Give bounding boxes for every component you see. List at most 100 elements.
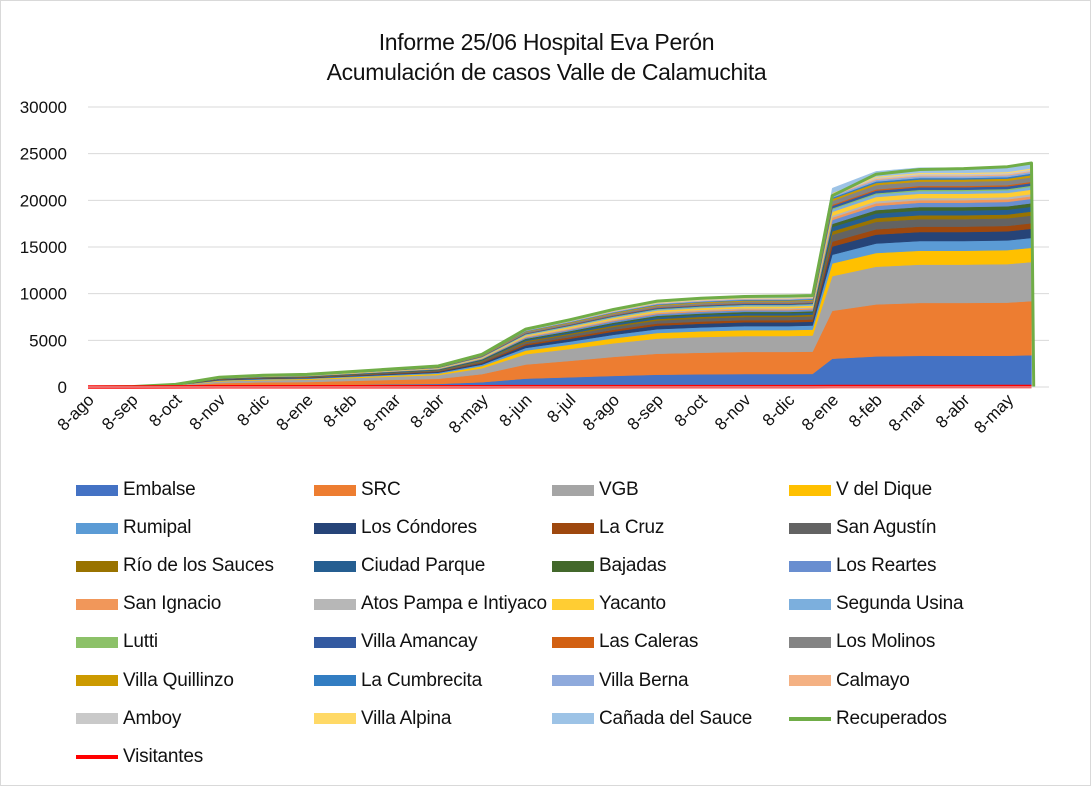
legend-item-ciudad-parque: Ciudad Parque [314, 554, 485, 578]
legend-swatch [314, 598, 356, 610]
legend-label: Villa Alpina [361, 707, 452, 729]
legend-label: VGB [599, 479, 639, 500]
legend-swatch [789, 522, 831, 534]
legend-swatch [76, 713, 118, 725]
x-tick-label: 8-oct [145, 390, 185, 430]
x-tick-label: 8-dic [233, 390, 273, 430]
legend-swatch [552, 484, 594, 496]
y-tick-label: 25000 [20, 145, 67, 164]
legend-swatch [76, 754, 118, 759]
legend-item-lutti: Lutti [76, 630, 158, 654]
legend-swatch [314, 522, 356, 534]
chart-title: Informe 25/06 Hospital Eva Perón Acumula… [1, 27, 1091, 87]
x-tick-label: 8-mar [885, 390, 930, 435]
chart-title-line-1: Informe 25/06 Hospital Eva Perón [378, 29, 715, 55]
legend-label: La Cruz [599, 517, 665, 539]
legend-swatch [76, 484, 118, 496]
y-tick-label: 20000 [20, 191, 67, 210]
legend-swatch [552, 522, 594, 534]
legend-swatch [76, 598, 118, 610]
legend-item-segunda-usina: Segunda Usina [789, 592, 964, 616]
legend-label: Lutti [123, 631, 158, 653]
legend-item-la-cruz: La Cruz [552, 516, 664, 540]
legend-label: Atos Pampa e Intiyaco [361, 593, 547, 615]
legend-label: Amboy [123, 707, 182, 729]
legend-label: Visitantes [123, 745, 204, 767]
legend-swatch [314, 636, 356, 648]
legend-label: Río de los Sauces [123, 555, 274, 577]
line-recuperados [87, 161, 1036, 389]
y-axis-ticks: 0 5000 10000 15000 20000 25000 30000 [20, 98, 67, 397]
x-tick-label: 8-ene [273, 390, 317, 434]
legend-item-bajadas: Bajadas [552, 554, 666, 578]
legend-item-yacanto: Yacanto [552, 592, 666, 616]
legend-label: Embalse [123, 479, 196, 500]
x-tick-label: 8-ago [579, 390, 623, 434]
x-tick-label: 8-abr [407, 390, 449, 432]
legend-item-calmayo: Calmayo [789, 669, 910, 693]
legend-label: Bajadas [599, 555, 667, 577]
stacked-areas [87, 162, 1032, 388]
legend-item-san-ignacio: San Ignacio [76, 592, 221, 616]
legend-label: Los Molinos [836, 631, 936, 653]
legend-label: La Cumbrecita [361, 669, 482, 691]
legend-swatch [552, 713, 594, 725]
legend-item-recuperados: Recuperados [789, 707, 947, 731]
legend-label: San Agustín [836, 517, 937, 539]
legend-item-las-caleras: Las Caleras [552, 630, 698, 654]
legend-swatch [314, 560, 356, 572]
x-tick-label: 8-jun [495, 390, 535, 430]
x-tick-label: 8-abr [932, 390, 974, 432]
legend-swatch [76, 560, 118, 572]
legend-label: Ciudad Parque [361, 555, 486, 577]
legend-item-la-cumbrecita: La Cumbrecita [314, 669, 482, 693]
legend-swatch [552, 675, 594, 686]
legend-swatch [552, 636, 594, 648]
x-tick-label: 8-feb [320, 390, 361, 431]
legend-swatch [789, 560, 831, 572]
x-tick-label: 8-may [970, 390, 1017, 437]
legend-item-visitantes: Visitantes [76, 745, 203, 769]
legend-label: Las Caleras [599, 631, 699, 653]
legend-item-src: SRC [314, 478, 401, 502]
legend-item-san-agustin: San Agustín [789, 516, 936, 540]
legend-swatch [552, 598, 594, 610]
legend-label: V del Dique [836, 479, 933, 500]
chart-title-line-2: Acumulación de casos Valle de Calamuchit… [326, 59, 767, 85]
x-tick-label: 8-ago [54, 390, 98, 434]
x-tick-label: 8-feb [845, 390, 886, 431]
x-tick-label: 8-nov [186, 390, 230, 434]
y-tick-label: 15000 [20, 238, 67, 257]
legend-label: San Ignacio [123, 593, 222, 615]
legend-label: Los Reartes [836, 555, 937, 577]
x-tick-label: 8-ene [798, 390, 842, 434]
legend-item-los-condores: Los Cóndores [314, 516, 477, 540]
x-tick-label: 8-sep [623, 390, 667, 434]
legend-item-los-reartes: Los Reartes [789, 554, 936, 578]
legend-label: Segunda Usina [836, 593, 964, 615]
legend-swatch [76, 636, 118, 648]
legend-item-los-molinos: Los Molinos [789, 630, 935, 654]
legend-item-atos-pampa-e-intiyaco: Atos Pampa e Intiyaco [314, 592, 547, 616]
legend-label: Villa Quillinzo [123, 669, 234, 691]
legend-swatch [789, 675, 831, 686]
x-axis-ticks: 8-ago 8-sep 8-oct 8-nov 8-dic 8-ene 8-feb8-mar… [54, 390, 1018, 437]
y-tick-label: 5000 [29, 331, 67, 350]
x-tick-label: 8-sep [98, 390, 142, 434]
legend-item-canada-del-sauce: Cañada del Sauce [552, 707, 752, 731]
legend-label: Calmayo [836, 669, 910, 691]
legend-label: Villa Amancay [361, 631, 478, 653]
legend-swatch [314, 675, 356, 686]
y-tick-label: 0 [58, 378, 67, 397]
legend-item-embalse: Embalse [76, 478, 196, 502]
legend-swatch [789, 636, 831, 648]
legend-item-rumipal: Rumipal [76, 516, 191, 540]
legend-item-villa-berna: Villa Berna [552, 669, 689, 693]
y-tick-label: 10000 [20, 285, 67, 304]
legend-swatch [76, 522, 118, 534]
legend-item-villa-alpina: Villa Alpina [314, 707, 451, 731]
legend-item-villa-amancay: Villa Amancay [314, 630, 478, 654]
legend-label: Los Cóndores [361, 517, 477, 539]
